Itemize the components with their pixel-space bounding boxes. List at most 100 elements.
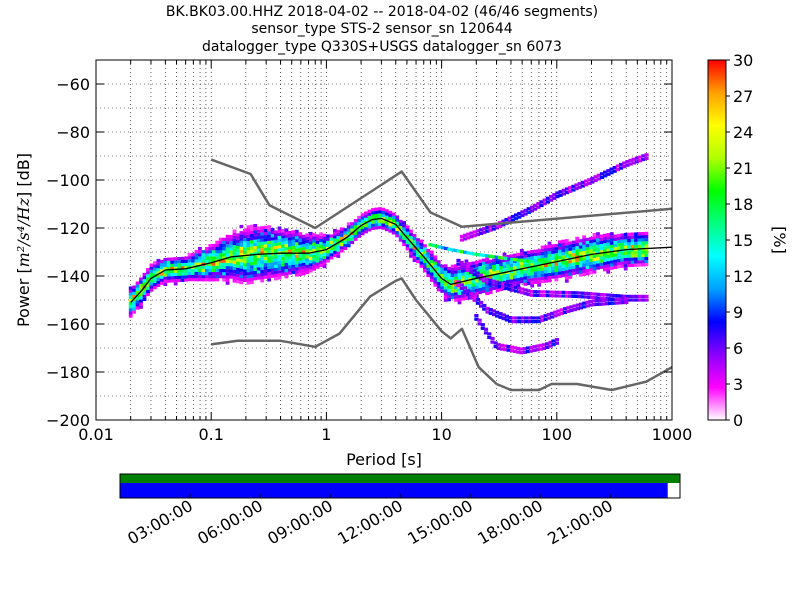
density-cell [274, 239, 278, 243]
density-cell [229, 263, 233, 267]
density-cell [620, 258, 625, 262]
density-track-cell [625, 163, 630, 167]
density-track-cell [555, 290, 560, 294]
density-cell [239, 268, 244, 272]
density-track-cell [591, 299, 597, 303]
density-cell [554, 243, 559, 248]
density-cell [523, 282, 528, 286]
density-cell [142, 276, 147, 280]
density-cell [232, 229, 237, 233]
density-cell [540, 248, 545, 252]
timeline-tick-label: 03:00:00 [124, 496, 196, 548]
density-cell [457, 288, 462, 292]
density-cell [246, 269, 251, 273]
density-cell [637, 241, 642, 245]
density-track-cell [571, 188, 576, 192]
density-cell [291, 233, 296, 237]
density-track-cell [466, 292, 471, 296]
density-cell [284, 231, 289, 235]
density-track-cell [631, 161, 636, 165]
density-cell [454, 276, 458, 280]
density-cell [284, 259, 289, 263]
density-cell [139, 286, 143, 290]
density-cell [523, 276, 528, 280]
density-track-cell [523, 212, 528, 216]
density-track-cell [585, 300, 590, 304]
density-cell [326, 243, 330, 247]
density-track-cell [604, 302, 609, 306]
density-track-cell [469, 292, 474, 296]
density-cell [416, 256, 420, 261]
colorbar-tick-label: 6 [733, 339, 743, 358]
density-track-cell [456, 284, 461, 288]
density-track-cell [615, 164, 620, 168]
density-cell [571, 271, 576, 275]
density-cell [419, 255, 424, 259]
density-cell [519, 264, 524, 268]
density-cell [447, 266, 451, 271]
density-cell [288, 262, 292, 266]
density-cell [211, 247, 216, 251]
density-cell [229, 244, 233, 248]
density-cell [405, 237, 410, 242]
density-cell [288, 255, 292, 260]
density-cell [267, 225, 271, 229]
density-cell [243, 263, 247, 267]
density-cell [336, 242, 341, 246]
density-cell [225, 253, 230, 257]
density-cell [308, 241, 313, 245]
density-cell [232, 260, 237, 264]
density-track-cell [459, 286, 464, 291]
density-track-cell [566, 306, 571, 310]
density-cell [208, 247, 213, 251]
density-track-cell [519, 347, 524, 351]
density-cell [516, 274, 521, 278]
density-track-cell [588, 299, 593, 303]
density-cell [485, 273, 490, 277]
density-cell [153, 267, 157, 271]
density-track-cell [524, 320, 529, 324]
density-track-cell [587, 178, 592, 182]
density-cell [468, 283, 472, 288]
y-tick-label: −60 [56, 75, 90, 94]
density-cell [305, 264, 310, 268]
density-cell [253, 242, 258, 246]
density-cell [277, 257, 282, 261]
density-cell [402, 236, 406, 240]
density-cell [243, 275, 247, 279]
density-cell [353, 237, 358, 241]
density-cell [561, 242, 566, 246]
density-cell [322, 258, 327, 262]
density-cell [215, 243, 220, 247]
density-cell [322, 249, 327, 253]
density-cell [139, 296, 143, 300]
density-cell [253, 245, 258, 250]
density-track-cell [523, 288, 528, 292]
density-cell [270, 256, 275, 260]
density-cell [381, 226, 386, 230]
density-track-cell [488, 282, 493, 286]
density-cell [634, 263, 638, 267]
density-cell [509, 260, 514, 264]
density-cell [170, 257, 175, 261]
density-cell [478, 259, 483, 263]
density-track-cell [459, 260, 464, 265]
density-cell [374, 220, 379, 224]
density-cell [620, 239, 625, 243]
density-cell [443, 295, 448, 299]
density-cell [249, 246, 254, 250]
density-cell [568, 253, 573, 257]
density-cell [159, 263, 164, 267]
density-cell [461, 275, 465, 279]
density-cell [263, 241, 268, 245]
density-cell [530, 278, 535, 282]
density-cell [578, 264, 583, 268]
density-cell [156, 271, 161, 275]
density-track-cell [587, 292, 592, 296]
density-cell [395, 218, 400, 222]
title-line-2: sensor_type STS-2 sensor_sn 120644 [251, 21, 512, 37]
density-cell [336, 239, 341, 243]
density-cell [281, 229, 285, 233]
density-cell [412, 258, 417, 262]
density-cell [426, 258, 431, 262]
